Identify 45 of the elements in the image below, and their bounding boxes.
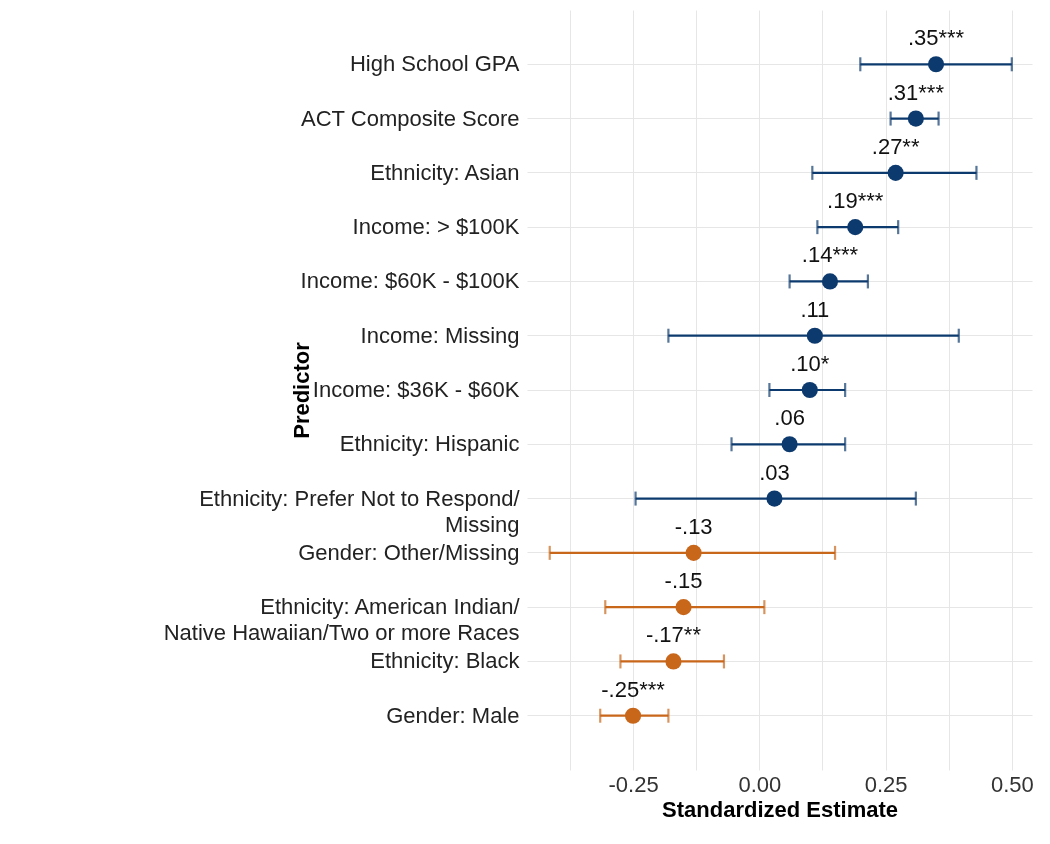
y-tick-label: Income: > $100K <box>352 214 520 240</box>
data-label: -.17** <box>645 622 702 648</box>
x-tick-label: 0.00 <box>738 771 782 797</box>
y-tick-label: Gender: Other/Missing <box>298 539 520 565</box>
data-label: -.25*** <box>601 676 666 702</box>
data-label: -.15 <box>664 568 703 594</box>
data-label: .31*** <box>887 79 945 105</box>
point <box>675 599 692 616</box>
y-tick-label: Ethnicity: American Indian/ Native Hawaiian/Two or more Races <box>163 594 521 646</box>
point <box>685 544 702 561</box>
point <box>821 273 839 290</box>
x-tick-label: 0.25 <box>864 771 908 797</box>
y-tick-label: Income: $36K - $60K <box>312 377 520 402</box>
data-label: .10* <box>790 351 830 376</box>
point <box>927 56 945 73</box>
point <box>806 327 823 344</box>
x-tick-label: -0.25 <box>608 771 659 797</box>
data-label: .19*** <box>827 188 884 214</box>
y-tick-label: Ethnicity: Black <box>370 648 521 674</box>
x-axis-title: Standardized Estimate <box>662 796 898 822</box>
data-label: .14*** <box>801 242 859 268</box>
data-label: .35*** <box>907 25 965 51</box>
point <box>624 707 642 724</box>
data-label: .27** <box>871 133 920 159</box>
point <box>801 381 818 399</box>
point <box>847 219 864 236</box>
point <box>887 164 904 181</box>
point <box>781 436 798 453</box>
y-tick-label: Ethnicity: Asian <box>370 159 520 185</box>
data-label: .06 <box>774 405 805 431</box>
y-tick-label: Income: Missing <box>360 322 520 348</box>
x-tick-label: 0.50 <box>990 771 1034 797</box>
point <box>766 490 783 507</box>
y-axis-title: Predictor <box>288 341 314 439</box>
y-tick-label: Gender: Male <box>386 702 520 728</box>
y-tick-label: Ethnicity: Prefer Not to Respond/ Missing <box>199 485 521 537</box>
point <box>665 653 682 670</box>
data-label: -.13 <box>674 513 713 539</box>
point <box>907 110 924 127</box>
y-tick-label: Ethnicity: Hispanic <box>339 431 520 457</box>
data-label: .03 <box>759 459 790 485</box>
y-tick-label: High School GPA <box>349 51 520 77</box>
y-tick-label: Income: $60K - $100K <box>300 268 520 294</box>
data-label: .11 <box>800 296 830 322</box>
y-tick-label: ACT Composite Score <box>301 105 520 131</box>
